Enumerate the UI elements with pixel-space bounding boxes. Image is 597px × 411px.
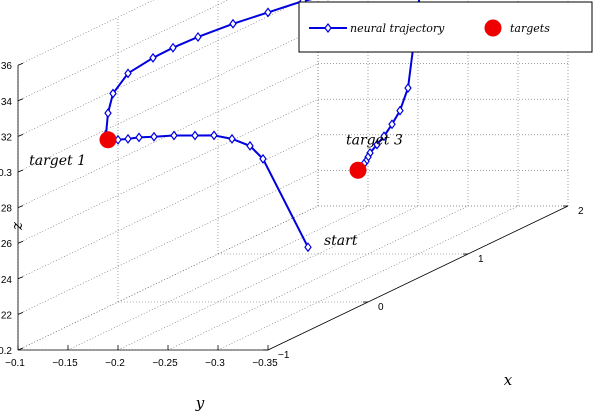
trajectory-marker: [259, 153, 267, 164]
z-tick-mark: [17, 276, 24, 280]
annotation-label: target 1: [29, 153, 86, 169]
annotation-label: target 3: [346, 132, 403, 148]
tick-layer: 0.2 0.22 0.24 0.26 0.28 0.3 0.32 0.34 0.36 −0.1 −0…: [0, 61, 584, 411]
legend-diamond-icon: [324, 23, 332, 33]
z-tick-label: 0.24: [0, 275, 12, 286]
y-axis-label: y: [195, 394, 205, 411]
trajectory-marker: [396, 105, 404, 116]
x-axis-line: [267, 205, 569, 351]
data-layer: [99, 0, 422, 253]
trajectory-marker: [135, 132, 143, 143]
x-tick-label: 1: [478, 254, 484, 265]
trajectory-marker: [228, 133, 236, 144]
gridline-y-floor: [167, 205, 469, 351]
trajectory-marker: [304, 242, 312, 253]
trajectory-marker: [404, 83, 412, 93]
z-tick-label: 0.28: [0, 204, 12, 215]
trajectory-marker: [246, 140, 254, 151]
trajectory-marker: [170, 130, 178, 141]
legend: neural trajectory targets: [298, 1, 593, 53]
target-marker: [349, 161, 367, 179]
z-tick-mark: [17, 98, 24, 102]
trajectory-marker: [388, 119, 396, 130]
x-tick-label: 2: [578, 206, 584, 217]
trajectory-marker: [191, 130, 199, 141]
trajectory-marker: [109, 88, 117, 99]
legend-circle-icon: [484, 19, 502, 37]
trajectory-marker: [264, 7, 272, 18]
trajectory-marker: [194, 31, 202, 42]
y-tick-label: −0.1: [5, 358, 25, 369]
axis-layer: [17, 62, 569, 351]
gridline-y-floor: [117, 205, 419, 351]
gridline-y-floor: [67, 205, 369, 351]
z-tick-label: 0.3: [0, 168, 12, 179]
z-tick-mark: [17, 169, 24, 173]
z-tick-mark: [17, 240, 24, 244]
z-tick-mark: [17, 312, 24, 315]
trajectory-marker: [210, 130, 218, 141]
y-tick-label: −0.2: [105, 358, 125, 369]
legend-label: neural trajectory: [350, 22, 445, 35]
z-tick-label: 0.34: [0, 97, 12, 108]
z-tick-mark: [17, 205, 24, 208]
z-tick-label: 0.22: [0, 310, 12, 321]
gridline-y-floor: [217, 205, 519, 351]
x-axis-label: x: [504, 371, 513, 389]
x-tick-label: −1: [278, 350, 290, 361]
z-tick-label: 0.26: [0, 239, 12, 250]
z-tick-mark: [17, 347, 24, 351]
y-tick-label: −0.25: [152, 358, 178, 369]
gridline-y-floor: [17, 205, 319, 351]
z-axis-label: z: [8, 222, 26, 231]
gridline-z-backwall: [17, 170, 319, 315]
trajectory-marker: [124, 68, 132, 79]
gridline-z-backwall: [17, 0, 303, 137]
z-tick-mark: [17, 62, 24, 66]
y-tick-label: −0.3: [205, 358, 225, 369]
x-tick-label: 0: [378, 302, 384, 313]
trajectory-marker: [373, 139, 381, 150]
trajectory-marker: [169, 42, 177, 53]
annotation-label: start: [324, 233, 358, 249]
trajectory-marker: [104, 108, 112, 119]
target-marker: [99, 131, 117, 149]
z-tick-label: 0.32: [0, 132, 12, 143]
y-tick-label: −0.35: [252, 358, 278, 369]
z-tick-label: 0.36: [0, 61, 12, 72]
trajectory-marker: [149, 52, 157, 63]
gridline-z-backwall: [17, 98, 319, 244]
legend-box: [298, 1, 593, 53]
y-tick-label: −0.15: [52, 358, 78, 369]
trajectory-marker: [124, 133, 132, 144]
z-tick-label: 0.2: [0, 346, 12, 357]
legend-label: targets: [510, 22, 550, 35]
trajectory-marker: [150, 131, 158, 142]
trajectory-marker: [229, 18, 237, 29]
z-tick-mark: [17, 134, 24, 137]
trajectory-marker: [380, 131, 388, 142]
